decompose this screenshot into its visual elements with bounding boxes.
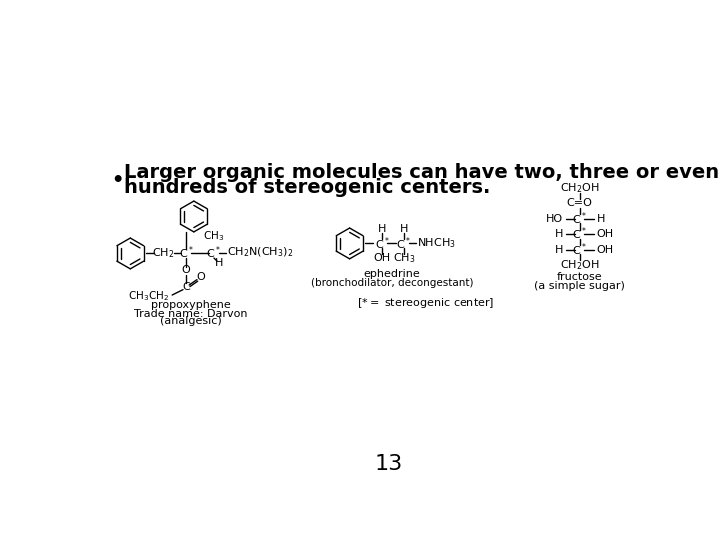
Text: $\mathregular{CH_3}$: $\mathregular{CH_3}$	[392, 251, 415, 265]
Text: hundreds of stereogenic centers.: hundreds of stereogenic centers.	[124, 178, 490, 197]
Text: (bronchodilator, decongestant): (bronchodilator, decongestant)	[311, 278, 474, 288]
Text: O: O	[197, 272, 205, 282]
Text: •: •	[112, 171, 124, 190]
Text: H: H	[554, 229, 563, 239]
Text: OH: OH	[597, 229, 614, 239]
Text: $\mathregular{C^*}$: $\mathregular{C^*}$	[207, 245, 222, 261]
Text: $\mathregular{CH_2OH}$: $\mathregular{CH_2OH}$	[560, 181, 600, 195]
Text: $\mathregular{CH_3CH_2}$: $\mathregular{CH_3CH_2}$	[128, 289, 169, 303]
Text: H: H	[554, 245, 563, 254]
Text: $\mathregular{C^*}$: $\mathregular{C^*}$	[572, 226, 588, 242]
Text: $\mathregular{CH_2}$: $\mathregular{CH_2}$	[153, 246, 175, 260]
Text: H: H	[597, 214, 606, 224]
Text: O: O	[181, 265, 191, 275]
Text: ephedrine: ephedrine	[364, 269, 420, 279]
Text: OH: OH	[374, 253, 391, 263]
Text: $\mathregular{NHCH_3}$: $\mathregular{NHCH_3}$	[417, 236, 456, 249]
Text: H: H	[400, 224, 408, 234]
Text: H: H	[215, 259, 222, 268]
Text: H: H	[378, 224, 387, 234]
Text: $\mathregular{CH_3}$: $\mathregular{CH_3}$	[203, 230, 225, 244]
Text: $\mathregular{CH_2OH}$: $\mathregular{CH_2OH}$	[560, 258, 600, 272]
Text: $\mathregular{C^*}$: $\mathregular{C^*}$	[572, 241, 588, 258]
Text: $\mathregular{CH_2N(CH_3)_2}$: $\mathregular{CH_2N(CH_3)_2}$	[228, 246, 294, 260]
Text: Larger organic molecules can have two, three or even: Larger organic molecules can have two, t…	[124, 163, 719, 182]
Text: 13: 13	[374, 454, 402, 474]
Text: $\mathregular{C^*}$: $\mathregular{C^*}$	[572, 211, 588, 227]
Text: $\mathregular{C^*}$: $\mathregular{C^*}$	[397, 235, 411, 252]
Text: (a simple sugar): (a simple sugar)	[534, 281, 625, 291]
Text: C=O: C=O	[567, 198, 593, 208]
Text: $\mathregular{C^*}$: $\mathregular{C^*}$	[179, 245, 194, 261]
Text: OH: OH	[597, 245, 614, 254]
Text: C: C	[182, 282, 190, 292]
Text: fructose: fructose	[557, 272, 603, 282]
Text: HO: HO	[546, 214, 563, 224]
Text: (analgesic): (analgesic)	[160, 316, 222, 326]
Text: propoxyphene: propoxyphene	[151, 300, 230, 310]
Text: Trade name: Darvon: Trade name: Darvon	[134, 308, 248, 319]
Text: [$* =$ stereogenic center]: [$* =$ stereogenic center]	[357, 296, 495, 310]
Text: $\mathregular{C^*}$: $\mathregular{C^*}$	[374, 235, 390, 252]
